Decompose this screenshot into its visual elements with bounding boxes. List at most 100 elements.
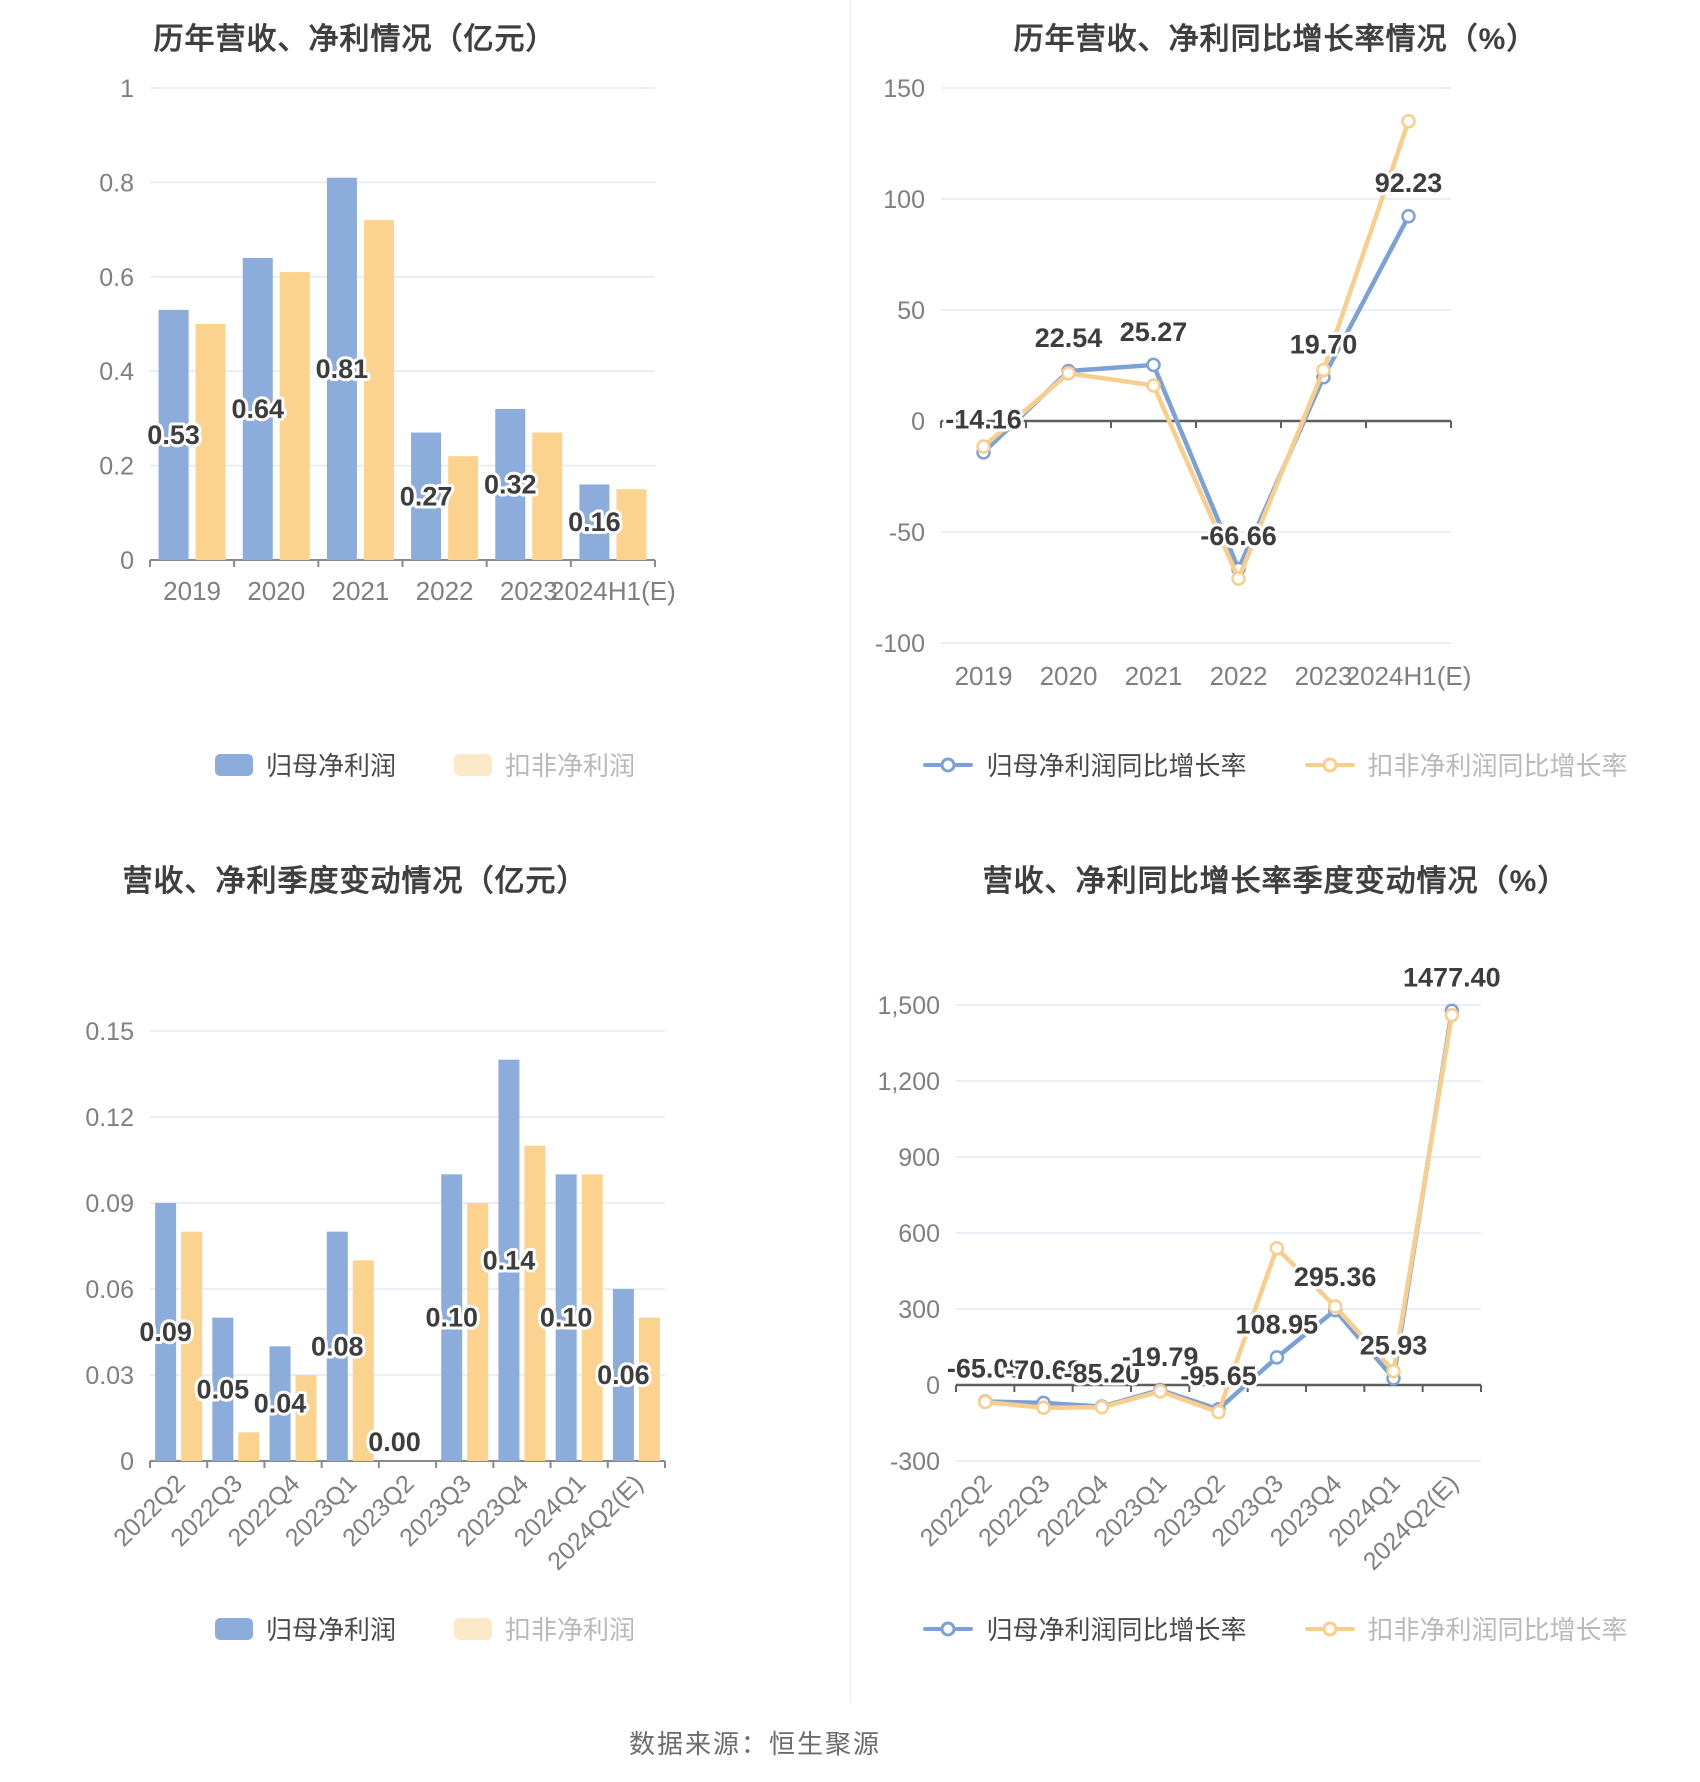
svg-text:295.36: 295.36: [1293, 1262, 1376, 1292]
blue-bar-swatch: [214, 1617, 253, 1640]
yearly-growth-title: 历年营收、净利同比增长率情况（%）: [1013, 23, 1538, 56]
yearly-growth-legend: 归母净利润同比增长率 扣非净利润同比增长率: [923, 746, 1628, 783]
svg-text:50: 50: [897, 297, 925, 325]
svg-text:-300: -300: [889, 1448, 939, 1476]
svg-text:0.27: 0.27: [400, 481, 453, 511]
svg-text:-65.08: -65.08: [946, 1353, 1023, 1383]
svg-text:0: 0: [911, 408, 925, 436]
legend-item-net-profit[interactable]: 归母净利润: [214, 1610, 396, 1647]
svg-text:2020: 2020: [247, 576, 305, 606]
legend-label: 扣非净利润同比增长率: [1367, 751, 1628, 781]
svg-text:0.09: 0.09: [85, 1190, 134, 1218]
svg-text:0.12: 0.12: [85, 1104, 134, 1132]
legend-label: 归母净利润同比增长率: [986, 751, 1247, 781]
yearly-growth-line-svg[interactable]: -100 -50 0 50 100 150 2019 2020 2021 2022 20232024…: [851, 58, 1700, 718]
svg-text:2019: 2019: [163, 576, 221, 606]
svg-text:0: 0: [120, 1448, 134, 1476]
quarterly-profit-title: 营收、净利季度变动情况（亿元）: [122, 865, 588, 898]
charts-grid: 历年营收、净利情况（亿元） 0 0.2 0.4 0.6 0.8 1 2019 2020 2021…: [0, 0, 1700, 1702]
quarterly-growth-chart[interactable]: -300 0 300 600 900 1,200 1,500 2022Q2 2022Q3 2022…: [851, 900, 1700, 1600]
svg-text:92.23: 92.23: [1374, 168, 1442, 198]
blue-line-marker: [923, 1617, 974, 1641]
svg-text:2024H1(E): 2024H1(E): [1345, 661, 1471, 691]
svg-text:0.16: 0.16: [568, 507, 621, 537]
blue-bar-swatch: [214, 753, 253, 776]
svg-text:-85.20: -85.20: [1063, 1359, 1140, 1389]
svg-text:2022: 2022: [1209, 661, 1267, 691]
svg-text:0.06: 0.06: [85, 1276, 134, 1304]
legend-item-deducted-profit[interactable]: 扣非净利润: [454, 1610, 635, 1647]
circle-marker-icon: [1322, 757, 1337, 772]
panel-yearly-growth: 历年营收、净利同比增长率情况（%） -100 -50 0 50 100 150 2019 20…: [850, 0, 1700, 840]
quarterly-profit-legend: 归母净利润 扣非净利润: [214, 1610, 635, 1647]
svg-text:300: 300: [898, 1296, 940, 1324]
legend-label: 扣非净利润同比增长率: [1367, 1615, 1628, 1645]
svg-text:2021: 2021: [331, 576, 389, 606]
data-source-text: 数据来源：恒生聚源: [628, 1728, 881, 1759]
svg-text:0.14: 0.14: [483, 1245, 536, 1275]
panel-quarterly-profit: 营收、净利季度变动情况（亿元） 0 0.03 0.06 0.09 0.12 0.15 202…: [0, 840, 850, 1702]
svg-text:0.8: 0.8: [99, 169, 134, 197]
legend-item-deducted-profit[interactable]: 扣非净利润: [454, 746, 635, 783]
yearly-profit-legend: 归母净利润 扣非净利润: [214, 746, 635, 783]
legend-item-net-profit-growth[interactable]: 归母净利润同比增长率: [923, 746, 1247, 783]
svg-text:0.04: 0.04: [254, 1389, 307, 1419]
svg-text:1,200: 1,200: [877, 1068, 940, 1096]
svg-text:-100: -100: [874, 630, 924, 658]
yearly-profit-chart[interactable]: 0 0.2 0.4 0.6 0.8 1 2019 2020 2021 2022 2023 2024H1…: [0, 58, 850, 718]
quarterly-growth-title: 营收、净利同比增长率季度变动情况（%）: [982, 865, 1569, 898]
svg-text:0.03: 0.03: [85, 1362, 134, 1390]
circle-marker-icon: [940, 757, 956, 772]
legend-item-deducted-profit-growth[interactable]: 扣非净利润同比增长率: [1304, 1610, 1628, 1647]
svg-text:0.08: 0.08: [311, 1331, 364, 1361]
svg-text:0.6: 0.6: [99, 264, 134, 292]
yellow-line-marker: [1304, 753, 1355, 777]
svg-text:25.27: 25.27: [1119, 317, 1187, 347]
svg-text:0.81: 0.81: [316, 354, 369, 384]
svg-text:0.15: 0.15: [85, 1018, 134, 1046]
svg-text:2021: 2021: [1124, 661, 1182, 691]
svg-text:0.05: 0.05: [197, 1374, 250, 1404]
legend-item-deducted-profit-growth[interactable]: 扣非净利润同比增长率: [1304, 746, 1628, 783]
svg-text:0: 0: [926, 1372, 940, 1400]
svg-text:25.93: 25.93: [1359, 1330, 1427, 1360]
quarterly-profit-chart[interactable]: 0 0.03 0.06 0.09 0.12 0.15 2022Q2 2022Q3 2022Q4 2…: [0, 900, 850, 1600]
svg-text:0.09: 0.09: [139, 1317, 192, 1347]
svg-text:2022: 2022: [416, 576, 474, 606]
yellow-bar-swatch: [454, 1617, 492, 1640]
svg-text:-50: -50: [888, 519, 924, 547]
svg-text:-95.65: -95.65: [1180, 1361, 1257, 1391]
legend-item-net-profit[interactable]: 归母净利润: [214, 746, 396, 783]
svg-text:0.00: 0.00: [368, 1427, 421, 1457]
svg-text:0.4: 0.4: [99, 358, 134, 386]
svg-text:2020: 2020: [1039, 661, 1097, 691]
legend-label: 归母净利润: [265, 751, 396, 781]
svg-text:19.70: 19.70: [1289, 329, 1357, 359]
svg-text:1477.40: 1477.40: [1403, 963, 1501, 993]
svg-text:0: 0: [120, 547, 134, 575]
svg-text:150: 150: [883, 75, 925, 103]
svg-text:108.95: 108.95: [1235, 1309, 1318, 1339]
footer: 数据来源：恒生聚源: [0, 1702, 1700, 1782]
svg-text:0.64: 0.64: [231, 394, 284, 424]
svg-text:-19.79: -19.79: [1121, 1342, 1198, 1372]
svg-text:0.2: 0.2: [99, 453, 134, 481]
svg-text:1: 1: [120, 75, 134, 103]
svg-text:0.06: 0.06: [597, 1360, 650, 1390]
legend-label: 扣非净利润: [505, 751, 636, 781]
svg-text:600: 600: [898, 1220, 940, 1248]
svg-text:-14.16: -14.16: [945, 404, 1022, 434]
legend-label: 扣非净利润: [505, 1615, 636, 1645]
svg-text:0.10: 0.10: [425, 1303, 478, 1333]
legend-item-net-profit-growth[interactable]: 归母净利润同比增长率: [923, 1610, 1247, 1647]
svg-text:2023: 2023: [1294, 661, 1352, 691]
yearly-growth-chart[interactable]: -100 -50 0 50 100 150 2019 2020 2021 2022 2023 2024…: [851, 58, 1700, 718]
panel-quarterly-growth: 营收、净利同比增长率季度变动情况（%） -300 0 300 600 900 1,200 1…: [850, 840, 1700, 1702]
quarterly-profit-bar-svg[interactable]: 00.030.060.090.120.152022Q22022Q32022Q42…: [0, 900, 850, 1600]
quarterly-growth-line-svg[interactable]: -30003006009001,2001,5002022Q22022Q32022…: [851, 900, 1700, 1600]
svg-text:0.10: 0.10: [540, 1303, 593, 1333]
svg-text:22.54: 22.54: [1034, 323, 1102, 353]
svg-text:-70.68: -70.68: [1005, 1355, 1082, 1385]
